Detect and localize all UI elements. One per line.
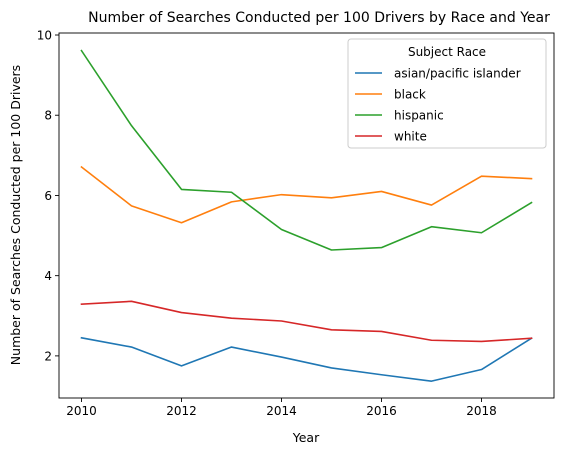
x-tick-label: 2018: [466, 404, 497, 418]
legend-box: [347, 38, 547, 149]
x-tick-label: 2010: [66, 404, 97, 418]
x-tick-label: 2012: [166, 404, 197, 418]
y-tick-label: 4: [44, 269, 52, 283]
y-axis-label: Number of Searches Conducted per 100 Dri…: [8, 65, 23, 365]
legend-label: white: [394, 130, 427, 144]
legend: Subject Race asian/pacific islander black…: [347, 38, 547, 149]
series-line-0: [80, 336, 533, 382]
chart-title: Number of Searches Conducted per 100 Dri…: [88, 10, 550, 26]
series-line-1: [80, 165, 533, 224]
series-line-2: [80, 49, 533, 251]
x-tick-label: 2014: [266, 404, 297, 418]
legend-title: Subject Race: [408, 45, 486, 59]
legend-label: hispanic: [394, 109, 444, 123]
legend-label: asian/pacific islander: [394, 67, 521, 81]
y-tick-label: 10: [37, 29, 52, 43]
series-line-3: [80, 300, 533, 343]
legend-label: black: [394, 88, 426, 102]
y-axis: 2 4 6 8 10: [37, 29, 59, 363]
x-tick-label: 2016: [366, 404, 397, 418]
y-tick-label: 2: [44, 349, 52, 363]
y-tick-label: 6: [44, 189, 52, 203]
legend-entries: asian/pacific islander black hispanic white: [355, 67, 521, 144]
axes-frame: [58, 32, 555, 399]
plot-area: [80, 49, 533, 382]
x-axis: 2010 2012 2014 2016 2018: [66, 398, 497, 418]
y-tick-label: 8: [44, 109, 52, 123]
x-axis-label: Year: [292, 430, 320, 445]
